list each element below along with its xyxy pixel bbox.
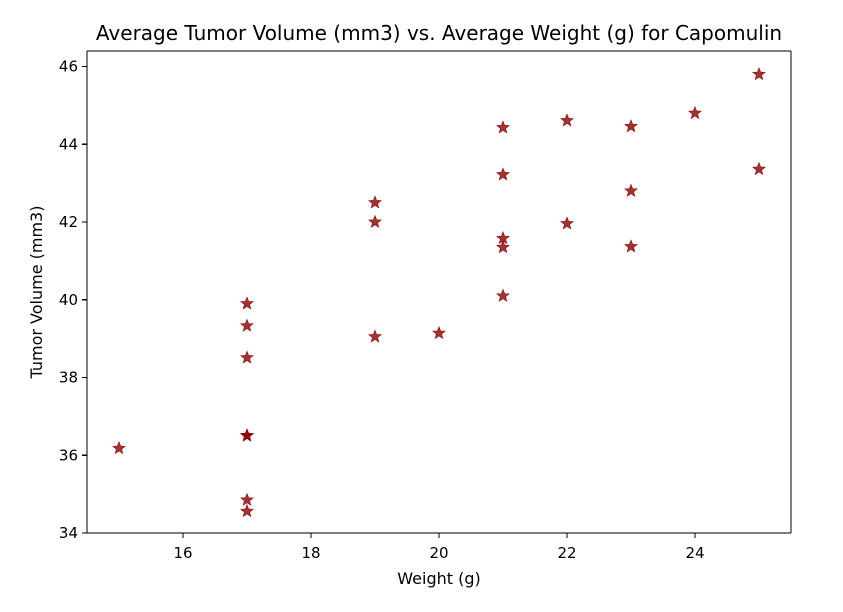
- plot-background: [87, 51, 791, 533]
- plot-area: [86, 50, 792, 534]
- x-axis-ticks: 16 18 20 22 24: [173, 533, 705, 562]
- data-point-star: [496, 120, 510, 134]
- data-point-star: [560, 113, 574, 127]
- data-point-star: [240, 318, 254, 332]
- data-point-star: [368, 329, 382, 343]
- data-point-star: [624, 183, 638, 197]
- data-point-star: [112, 440, 126, 455]
- y-tick-label: 42: [59, 213, 78, 231]
- data-point-star: [240, 503, 254, 518]
- x-tick-label: 16: [173, 544, 192, 562]
- data-point-star: [752, 161, 766, 176]
- data-point-star: [368, 214, 382, 228]
- x-tick-label: 24: [685, 544, 704, 562]
- x-tick-label: 18: [301, 544, 320, 562]
- data-point-star: [240, 492, 254, 506]
- data-point-star: [560, 216, 574, 230]
- data-points: [112, 66, 766, 518]
- data-point-star: [496, 239, 510, 254]
- y-tick-label: 40: [59, 291, 78, 309]
- data-point-star: [624, 119, 638, 133]
- data-point-star: [432, 325, 446, 340]
- data-point-star: [368, 195, 382, 209]
- y-axis-ticks: 34 36 38 40 42 44 46: [59, 58, 87, 542]
- x-tick-label: 20: [429, 544, 448, 562]
- x-tick-label: 22: [557, 544, 576, 562]
- data-point-star: [624, 239, 638, 253]
- x-axis-label: Weight (g): [397, 569, 480, 588]
- y-tick-label: 46: [59, 58, 78, 76]
- data-point-star: [240, 350, 254, 364]
- y-tick-label: 38: [59, 369, 78, 387]
- data-point-star: [496, 288, 510, 302]
- y-tick-label: 36: [59, 446, 78, 464]
- y-axis-label: Tumor Volume (mm3): [27, 206, 46, 380]
- y-tick-label: 34: [59, 524, 78, 542]
- data-point-star: [752, 66, 766, 81]
- data-point-star: [240, 428, 254, 442]
- data-point-star: [240, 296, 254, 310]
- chart-title: Average Tumor Volume (mm3) vs. Average W…: [96, 21, 782, 45]
- data-point-star: [496, 167, 510, 181]
- y-tick-label: 44: [59, 135, 78, 153]
- data-point-star: [688, 105, 702, 120]
